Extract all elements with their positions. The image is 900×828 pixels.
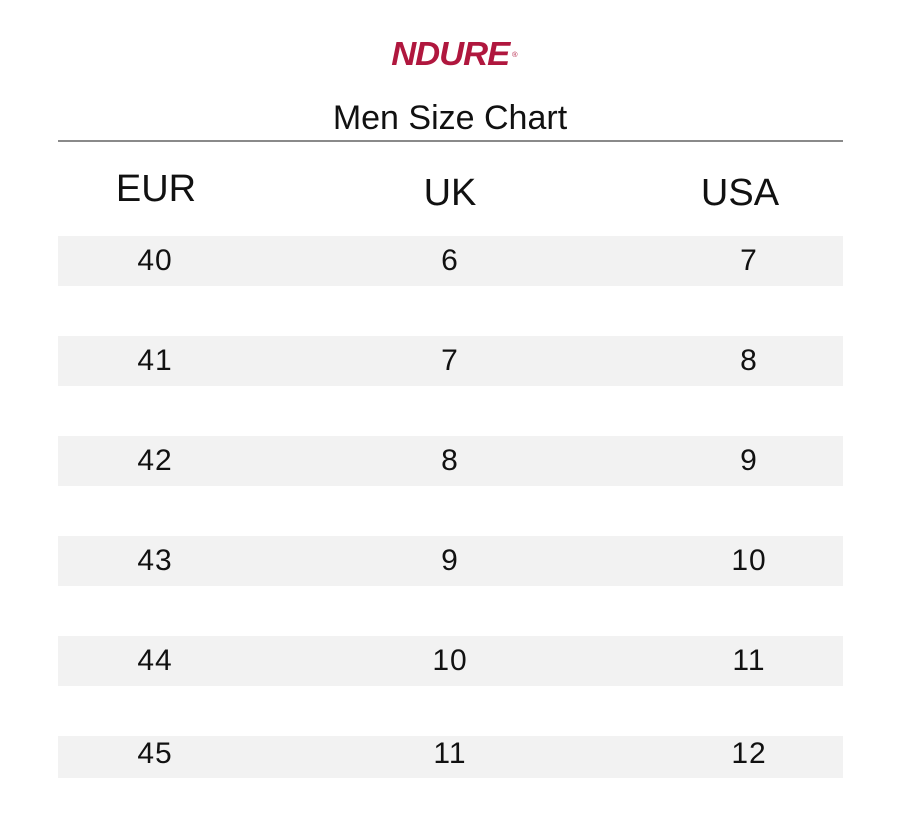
table-row: 44 10 11 (58, 636, 843, 686)
cell-eur: 42 (137, 444, 173, 477)
cell-eur: 43 (137, 544, 173, 577)
brand-logo: NDURE ® (0, 34, 900, 74)
cell-uk: 9 (441, 544, 459, 577)
cell-uk: 6 (441, 244, 459, 277)
column-header-usa: USA (700, 172, 780, 214)
table-row: 42 8 9 (58, 436, 843, 486)
table-row: 45 11 12 (58, 736, 843, 778)
cell-uk: 11 (433, 737, 467, 770)
cell-eur: 44 (137, 644, 173, 677)
table-row: 41 7 8 (58, 336, 843, 386)
cell-eur: 41 (137, 344, 173, 377)
table-row: 40 6 7 (58, 236, 843, 286)
title-divider (58, 140, 843, 142)
cell-usa: 9 (740, 444, 758, 477)
brand-logo-text: NDURE ® (391, 34, 517, 74)
cell-usa: 11 (732, 644, 766, 677)
cell-uk: 10 (432, 644, 468, 677)
cell-eur: 40 (137, 244, 173, 277)
table-row: 43 9 10 (58, 536, 843, 586)
cell-usa: 7 (740, 244, 758, 277)
cell-uk: 7 (441, 344, 459, 377)
cell-eur: 45 (137, 737, 173, 770)
cell-usa: 8 (740, 344, 758, 377)
registered-mark: ® (511, 52, 518, 59)
cell-uk: 8 (441, 444, 459, 477)
column-header-eur: EUR (115, 168, 197, 210)
cell-usa: 10 (731, 544, 767, 577)
page-title: Men Size Chart (332, 99, 568, 137)
cell-usa: 12 (731, 737, 767, 770)
column-header-uk: UK (423, 172, 477, 214)
